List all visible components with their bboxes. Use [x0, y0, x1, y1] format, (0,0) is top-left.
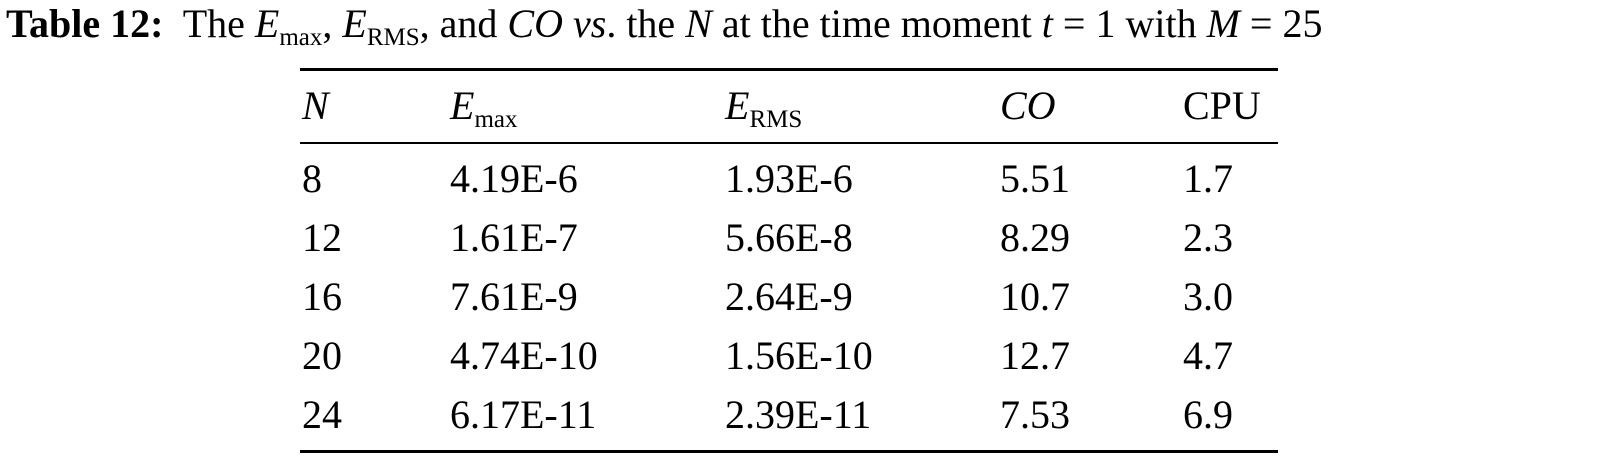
table-cell: 4.19E-6: [450, 156, 578, 201]
caption-symbol: E: [254, 1, 280, 46]
table-caption: Table 12: The Emax, ERMS, and CO vs. the…: [6, 0, 1322, 54]
header-symbol: CPU: [1183, 83, 1261, 128]
header-cell: ERMS: [725, 82, 802, 136]
header-cell: Emax: [450, 82, 517, 136]
table-cell: 2.64E-9: [725, 274, 853, 319]
table-cell: 5.66E-8: [725, 215, 853, 260]
caption-label: Table 12:: [6, 1, 164, 46]
table-cell: 4.7: [1183, 333, 1233, 378]
header-cell: CPU: [1183, 82, 1261, 130]
caption-text: ,: [322, 1, 343, 46]
header-symbol: E: [725, 83, 750, 128]
table-cell: 24: [302, 392, 342, 437]
caption-symbol: CO vs: [507, 1, 607, 46]
table-cell: 4.74E-10: [450, 333, 598, 378]
header-symbol: CO: [1000, 83, 1056, 128]
header-symbol: E: [450, 83, 475, 128]
caption-symbol: M: [1206, 1, 1240, 46]
caption-text: , and: [419, 1, 508, 46]
header-subscript: RMS: [749, 106, 803, 133]
table-cell: 5.51: [1000, 156, 1070, 201]
header-symbol: N: [302, 83, 329, 128]
caption-symbol: N: [685, 1, 712, 46]
caption-text: = 1 with: [1052, 1, 1207, 46]
table-cell: 3.0: [1183, 274, 1233, 319]
table-cell: 2.39E-11: [725, 392, 872, 437]
table-cell: 6.9: [1183, 392, 1233, 437]
table-cell: 1.56E-10: [725, 333, 873, 378]
caption-text: The: [182, 1, 255, 46]
header-cell: CO: [1000, 82, 1056, 130]
header-subscript: max: [474, 106, 518, 133]
caption-subscript: max: [279, 24, 323, 51]
table-cell: 6.17E-11: [450, 392, 597, 437]
table-cell: 12: [302, 215, 342, 260]
caption-symbol: t: [1041, 1, 1053, 46]
table-cell: 7.61E-9: [450, 274, 578, 319]
table-cell: 7.53: [1000, 392, 1070, 437]
table-cell: 1.93E-6: [725, 156, 853, 201]
table-cell: 10.7: [1000, 274, 1070, 319]
caption-symbol: E: [342, 1, 367, 46]
table-cell: 16: [302, 274, 342, 319]
table-cell: 8: [302, 156, 322, 201]
table-cell: 1.61E-7: [450, 215, 578, 260]
caption-text: at the time moment: [711, 1, 1042, 46]
caption-text: . the: [606, 1, 686, 46]
mid-rule: [300, 142, 1278, 144]
header-cell: N: [302, 82, 329, 130]
table-cell: 2.3: [1183, 215, 1233, 260]
table-cell: 12.7: [1000, 333, 1070, 378]
table-cell: 20: [302, 333, 342, 378]
caption-text: = 25: [1239, 1, 1323, 46]
table-cell: 8.29: [1000, 215, 1070, 260]
top-rule: [300, 68, 1278, 71]
bottom-rule: [300, 450, 1278, 453]
caption-subscript: RMS: [366, 24, 420, 51]
table-cell: 1.7: [1183, 156, 1233, 201]
